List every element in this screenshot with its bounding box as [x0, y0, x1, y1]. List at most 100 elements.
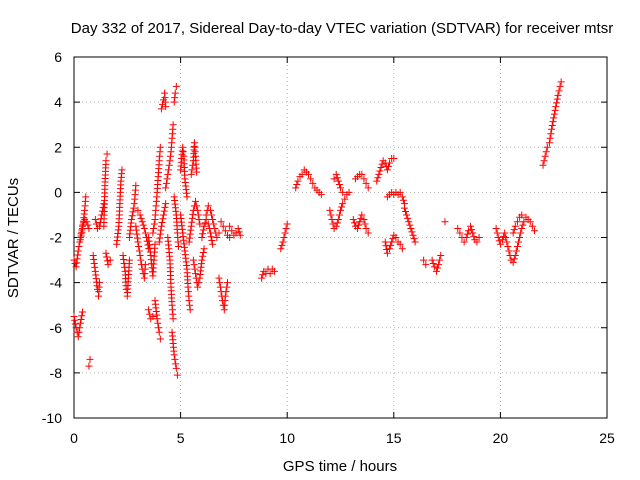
data-point [387, 241, 395, 249]
data-point [194, 211, 202, 219]
data-point [349, 215, 357, 223]
data-point [390, 155, 398, 163]
data-point [396, 188, 404, 196]
data-point [362, 224, 370, 232]
data-point [548, 121, 556, 129]
data-point [186, 306, 194, 314]
data-point [337, 206, 344, 214]
data-point [520, 218, 528, 226]
data-point [90, 255, 98, 263]
data-point [145, 306, 153, 314]
data-point [509, 258, 517, 266]
data-point [208, 237, 216, 245]
data-point [356, 218, 364, 226]
data-point [156, 143, 164, 151]
data-point [333, 174, 341, 182]
data-point [435, 261, 443, 269]
data-point [141, 261, 149, 269]
data-point [360, 215, 368, 223]
data-point [328, 215, 336, 223]
x-tick-label: 25 [599, 430, 615, 446]
data-point [169, 315, 177, 323]
data-point [189, 256, 197, 264]
data-point [129, 208, 137, 216]
data-point [388, 238, 396, 246]
data-point [510, 226, 518, 234]
data-point [327, 211, 335, 219]
data-point [130, 204, 138, 212]
data-point [434, 264, 442, 272]
data-point [172, 82, 180, 90]
data-point [378, 160, 386, 168]
data-point [360, 175, 368, 183]
data-point [553, 95, 561, 103]
data-point [216, 279, 224, 287]
data-point [332, 222, 340, 230]
data-point [78, 312, 86, 320]
data-point [134, 238, 142, 246]
data-point [187, 170, 195, 178]
data-point [75, 328, 83, 336]
data-point [409, 231, 417, 239]
data-point [215, 229, 223, 237]
data-point [72, 263, 80, 271]
data-point [188, 214, 196, 222]
data-point [154, 319, 162, 327]
data-point [73, 255, 81, 263]
data-point [118, 166, 126, 174]
data-point [341, 195, 349, 203]
data-point [411, 238, 419, 246]
data-point [71, 320, 79, 328]
data-point [550, 114, 558, 122]
data-point [166, 157, 174, 165]
data-point [219, 222, 227, 230]
data-point [392, 234, 400, 241]
data-point [199, 252, 207, 260]
data-point [462, 234, 470, 241]
data-point [408, 228, 416, 236]
data-point [86, 355, 94, 363]
data-point [155, 328, 163, 336]
data-point [222, 288, 230, 296]
data-point [103, 257, 111, 265]
data-point [162, 103, 170, 111]
data-point [464, 227, 472, 235]
data-point [420, 256, 428, 264]
data-point [78, 228, 86, 236]
data-point [495, 237, 503, 245]
data-point [502, 234, 510, 241]
data-point [350, 219, 358, 227]
data-point [540, 157, 548, 165]
data-point [317, 191, 325, 199]
data-point [135, 247, 143, 255]
data-point [133, 230, 141, 238]
data-point [82, 193, 90, 201]
y-tick-labels: -10 -8 -6 -4 -2 0 2 4 6 [42, 49, 62, 426]
data-point [130, 200, 138, 208]
data-point [85, 362, 93, 370]
data-point [137, 214, 145, 222]
data-point [358, 211, 366, 219]
data-point [194, 206, 202, 214]
data-point [339, 200, 347, 208]
data-point [194, 283, 202, 291]
data-point [259, 271, 267, 279]
data-point [133, 234, 141, 242]
x-tick-label: 15 [386, 430, 402, 446]
y-tick-label: 2 [54, 139, 62, 155]
data-point [543, 143, 551, 151]
data-point [73, 259, 81, 267]
data-point [475, 234, 483, 241]
data-point [430, 263, 438, 271]
data-point [211, 224, 219, 232]
data-point [383, 249, 391, 257]
data-point [470, 232, 478, 240]
y-tick-label: -2 [50, 230, 63, 246]
data-point [74, 333, 82, 341]
data-point [516, 234, 524, 241]
data-point [132, 222, 140, 230]
data-point [207, 233, 215, 241]
data-point [236, 231, 244, 239]
data-point [280, 234, 288, 241]
data-point [157, 226, 165, 234]
